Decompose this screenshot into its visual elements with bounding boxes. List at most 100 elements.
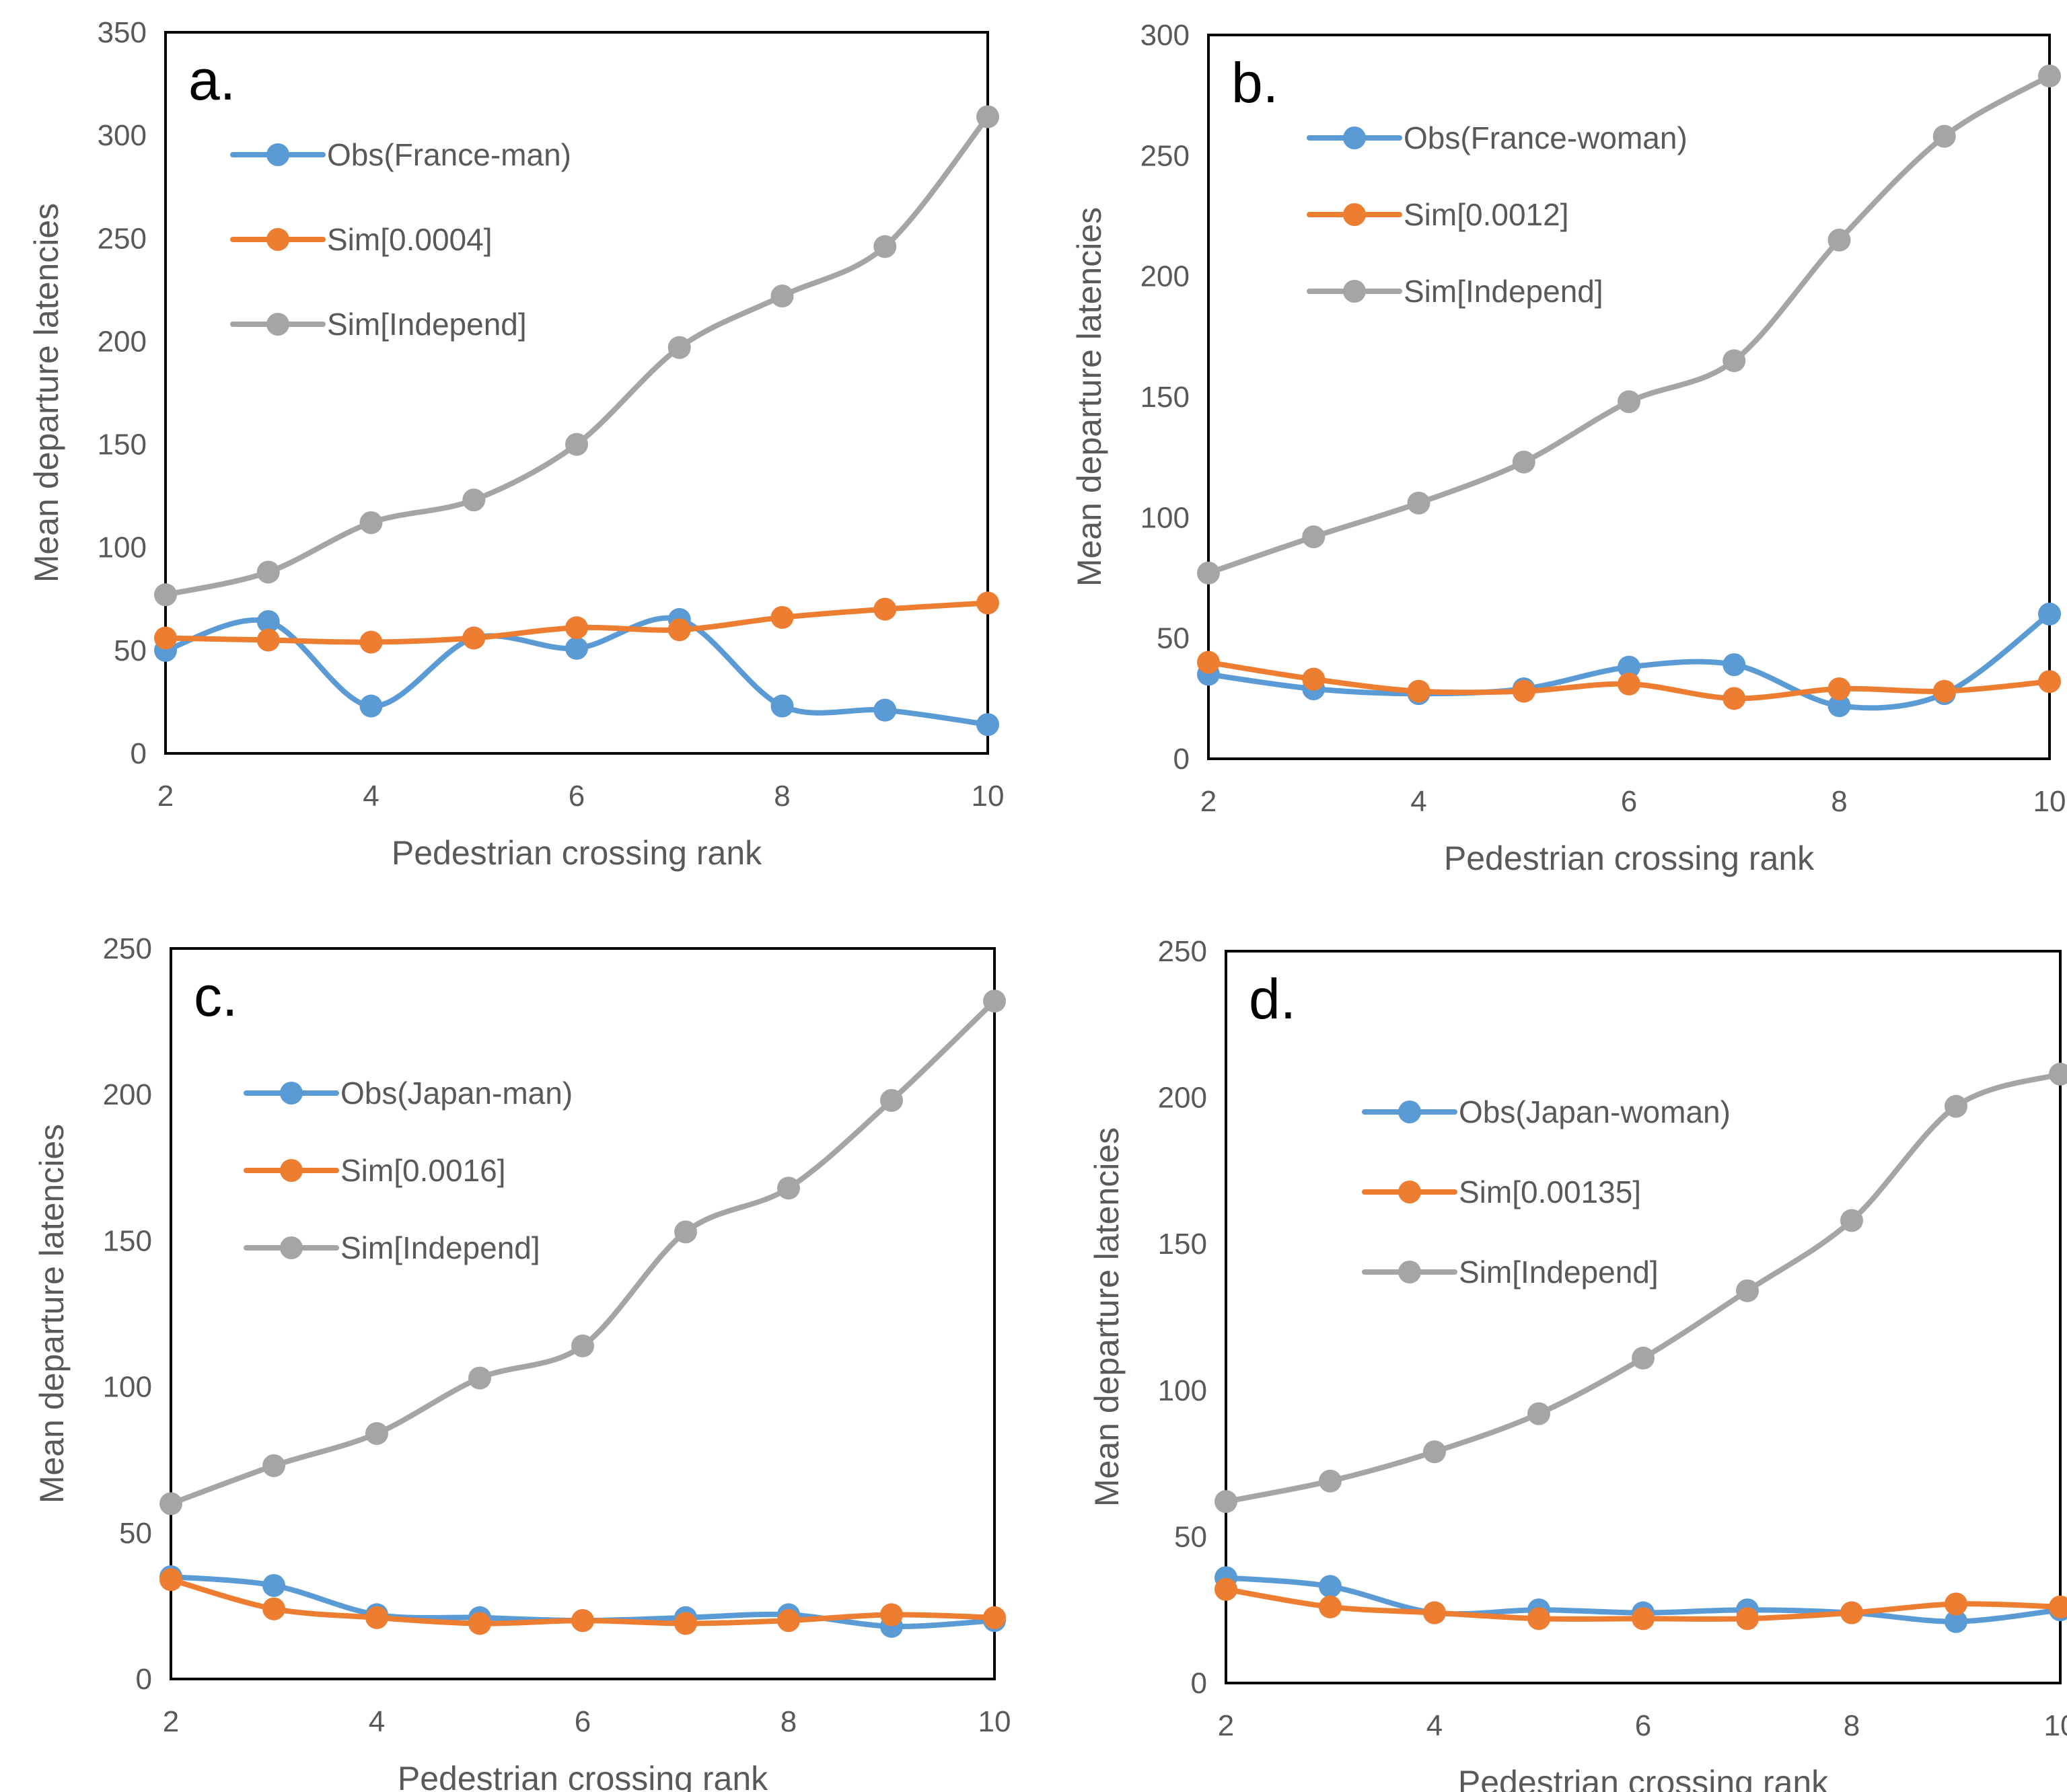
data-point [1632, 1607, 1655, 1631]
panel-label: b. [1231, 51, 1278, 114]
data-point [1423, 1440, 1446, 1464]
y-tick-label: 250 [1158, 935, 1207, 968]
x-tick-label: 2 [163, 1705, 179, 1738]
y-tick-label: 50 [1174, 1520, 1207, 1553]
y-tick-label: 0 [131, 737, 147, 770]
data-point [1840, 1601, 1863, 1625]
y-tick-label: 200 [1140, 260, 1190, 293]
y-tick-label: 300 [1140, 19, 1190, 52]
data-point [2049, 1062, 2067, 1086]
data-point [873, 235, 897, 258]
data-point [1214, 1490, 1237, 1514]
data-point [1827, 694, 1851, 718]
data-point [256, 560, 280, 584]
data-point [2038, 64, 2061, 87]
data-point [1214, 1577, 1237, 1601]
data-point [256, 609, 280, 633]
legend-marker [280, 1159, 303, 1182]
plot-frame [1225, 950, 2062, 1684]
chart-panel-a: 0 50 100 150 200 250 300 350 2 4 6 8 10 Pedestrian cr… [28, 16, 1004, 872]
legend-marker [1398, 1100, 1421, 1123]
data-point [983, 1606, 1006, 1629]
data-point [565, 433, 588, 456]
data-point [667, 618, 691, 642]
data-point [1527, 1607, 1550, 1631]
y-tick-label: 350 [98, 16, 147, 49]
y-tick-label: 50 [1157, 622, 1190, 655]
data-point [462, 626, 486, 650]
y-tick-label: 150 [98, 428, 147, 461]
data-point [1512, 450, 1535, 474]
data-point [1932, 124, 1956, 148]
series-line [163, 114, 990, 598]
legend-marker [1343, 280, 1366, 303]
legend-marker [1343, 126, 1366, 149]
data-point [262, 1597, 285, 1620]
x-tick-label: 6 [1635, 1709, 1651, 1742]
data-point [1302, 667, 1326, 691]
data-point [262, 1573, 285, 1597]
data-point [154, 626, 177, 650]
data-point [1197, 561, 1220, 585]
panel-label: d. [1249, 967, 1296, 1031]
plot-frame [1207, 34, 2051, 760]
legend-marker [266, 228, 289, 251]
y-tick-label: 50 [119, 1517, 152, 1550]
data-point [154, 583, 177, 607]
data-point [468, 1612, 491, 1635]
y-tick-label: 200 [103, 1078, 152, 1111]
x-tick-label: 6 [569, 780, 585, 813]
data-point [365, 1606, 388, 1629]
data-point [1197, 650, 1220, 674]
data-point [674, 1220, 697, 1244]
data-point [159, 1492, 182, 1516]
x-axis-label: Pedestrian crossing rank [398, 1760, 768, 1792]
data-point [1722, 687, 1746, 710]
data-point [256, 628, 280, 652]
data-point [1407, 679, 1430, 703]
y-tick-label: 0 [1191, 1667, 1207, 1700]
x-tick-label: 10 [972, 780, 1005, 813]
y-axis-label: Mean departure latencies [28, 203, 65, 583]
plot-frame [170, 947, 996, 1680]
legend-label: Obs(Japan-woman) [1459, 1094, 1731, 1129]
data-point [880, 1603, 903, 1627]
x-tick-label: 10 [2044, 1709, 2067, 1742]
data-point [359, 511, 383, 534]
data-point [565, 616, 588, 640]
legend-label: Obs(France-man) [327, 137, 571, 172]
data-point [462, 488, 486, 512]
data-point [873, 597, 897, 621]
x-tick-label: 4 [1410, 785, 1426, 818]
y-tick-label: 0 [1173, 743, 1190, 776]
y-tick-label: 100 [1140, 501, 1190, 534]
legend-label: Sim[Independ] [1459, 1255, 1659, 1290]
data-point [1423, 1601, 1446, 1625]
data-point [770, 694, 794, 718]
x-axis-label: Pedestrian crossing rank [392, 834, 762, 872]
data-point [571, 1609, 594, 1633]
y-axis-label: Mean departure latencies [1088, 1127, 1126, 1507]
series-line [1206, 73, 2052, 576]
data-point [1722, 349, 1746, 373]
y-tick-label: 100 [103, 1371, 152, 1404]
x-axis-label: Pedestrian crossing rank [1458, 1764, 1829, 1792]
data-point [2049, 1595, 2067, 1618]
x-tick-label: 8 [1831, 785, 1847, 818]
x-tick-label: 8 [1844, 1709, 1860, 1742]
data-point [1827, 228, 1851, 252]
data-point [777, 1609, 800, 1633]
legend-label: Sim[0.0012] [1404, 197, 1568, 232]
y-axis-label: Mean departure latencies [1071, 207, 1108, 587]
x-tick-label: 10 [978, 1705, 1011, 1738]
y-tick-label: 150 [1158, 1228, 1207, 1261]
panel-label: c. [194, 965, 238, 1028]
y-tick-label: 50 [114, 634, 147, 667]
data-point [1319, 1575, 1342, 1598]
data-point [674, 1612, 697, 1635]
chart-panel-c: 0 50 100 150 200 250 2 4 6 8 10 Pedestrian crossing… [33, 932, 1011, 1792]
legend-label: Sim[0.0016] [340, 1153, 505, 1188]
data-point [976, 105, 999, 128]
y-tick-label: 250 [98, 222, 147, 255]
